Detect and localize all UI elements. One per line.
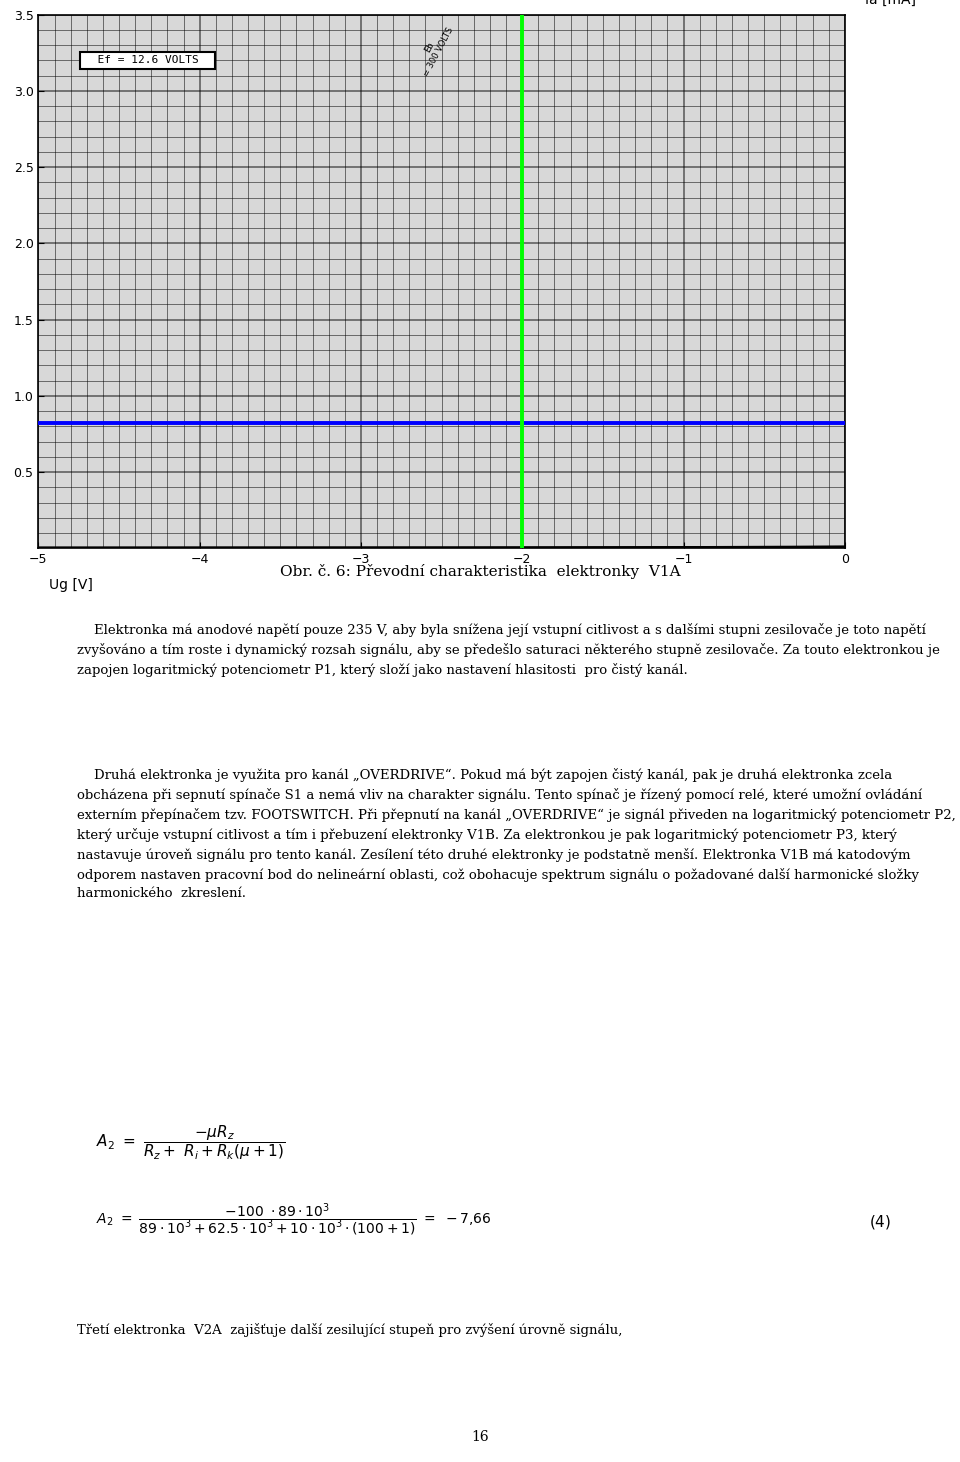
Text: $(4)$: $(4)$ bbox=[869, 1213, 891, 1231]
Text: $A_2\ =\ \dfrac{-\mu R_z}{R_z+\ R_i+R_k(\mu+1)}$: $A_2\ =\ \dfrac{-\mu R_z}{R_z+\ R_i+R_k(… bbox=[96, 1123, 285, 1162]
Text: Ef = 12.6 VOLTS: Ef = 12.6 VOLTS bbox=[84, 56, 212, 66]
Text: 16: 16 bbox=[471, 1430, 489, 1444]
X-axis label: Ug [V]: Ug [V] bbox=[49, 577, 92, 592]
Text: Obr. č. 6: Převodní charakteristika  elektronky  V1A: Obr. č. 6: Převodní charakteristika elek… bbox=[279, 564, 681, 579]
Text: Elektronka má anodové napětí pouze 235 V, aby byla snížena její vstupní citlivos: Elektronka má anodové napětí pouze 235 V… bbox=[77, 623, 940, 677]
Text: Druhá elektronka je využita pro kanál „OVERDRIVE“. Pokud má být zapojen čistý ka: Druhá elektronka je využita pro kanál „O… bbox=[77, 768, 955, 901]
Text: Eb
= 300 VOLTS: Eb = 300 VOLTS bbox=[412, 20, 455, 77]
Text: Ia [mA]: Ia [mA] bbox=[865, 0, 916, 7]
Text: $A_2\ =\ \dfrac{-100\ \cdot 89\cdot 10^3}{89\cdot 10^3+62.5\cdot 10^3+10\cdot 10: $A_2\ =\ \dfrac{-100\ \cdot 89\cdot 10^3… bbox=[96, 1202, 492, 1238]
Text: Třetí elektronka  V2A  zajišťuje další zesilující stupeň pro zvýšení úrovně sign: Třetí elektronka V2A zajišťuje další zes… bbox=[77, 1323, 622, 1338]
